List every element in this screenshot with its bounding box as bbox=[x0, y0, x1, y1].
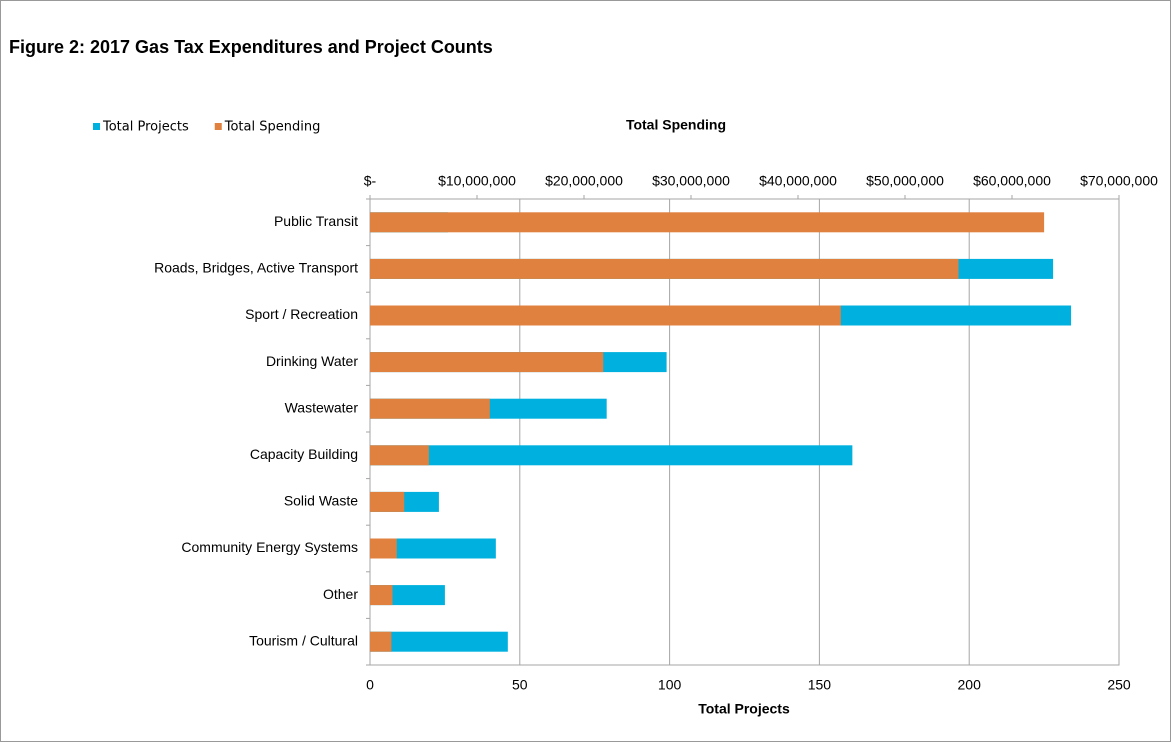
y-tick-label: Tourism / Cultural bbox=[249, 632, 358, 648]
bar bbox=[370, 445, 853, 466]
bar bbox=[370, 212, 1045, 233]
x-tick-label: 150 bbox=[808, 677, 832, 693]
x2-tick-label: $70,000,000 bbox=[1080, 173, 1158, 189]
y-tick-label: Drinking Water bbox=[266, 353, 358, 369]
y-tick-label: Wastewater bbox=[285, 399, 359, 415]
bar bbox=[370, 491, 405, 512]
x-tick-label: 100 bbox=[658, 677, 682, 693]
y-tick-label: Capacity Building bbox=[250, 446, 358, 462]
legend-label: Total Spending bbox=[224, 120, 321, 135]
chart-title: Figure 2: 2017 Gas Tax Expenditures and … bbox=[9, 37, 493, 57]
legend-swatch bbox=[93, 123, 100, 130]
y-tick-label: Solid Waste bbox=[284, 493, 358, 509]
x2-tick-label: $30,000,000 bbox=[652, 173, 730, 189]
x2-tick-label: $60,000,000 bbox=[973, 173, 1051, 189]
bar bbox=[370, 305, 841, 326]
x2-tick-label: $- bbox=[364, 173, 377, 189]
x-tick-label: 50 bbox=[512, 677, 528, 693]
x-tick-label: 250 bbox=[1107, 677, 1131, 693]
x2-tick-label: $10,000,000 bbox=[438, 173, 516, 189]
x2-tick-label: $40,000,000 bbox=[759, 173, 837, 189]
y-tick-label: Community Energy Systems bbox=[181, 539, 358, 555]
legend-label: Total Projects bbox=[102, 120, 189, 135]
y-tick-label: Roads, Bridges, Active Transport bbox=[154, 260, 358, 276]
bar bbox=[370, 631, 508, 652]
x2-axis-title: Total Spending bbox=[626, 117, 726, 133]
x2-tick-label: $50,000,000 bbox=[866, 173, 944, 189]
bar bbox=[370, 352, 604, 373]
bar bbox=[370, 538, 496, 559]
bar bbox=[370, 258, 959, 279]
bar bbox=[370, 538, 397, 559]
y-tick-label: Public Transit bbox=[274, 213, 358, 229]
y-tick-label: Other bbox=[323, 586, 358, 602]
bar bbox=[370, 585, 393, 606]
legend-swatch bbox=[214, 123, 222, 130]
x-tick-label: 0 bbox=[366, 677, 374, 693]
x-axis-title: Total Projects bbox=[698, 701, 790, 717]
y-tick-label: Sport / Recreation bbox=[245, 306, 358, 322]
bar bbox=[370, 445, 429, 466]
x2-tick-label: $20,000,000 bbox=[545, 173, 623, 189]
x-tick-label: 200 bbox=[958, 677, 982, 693]
bar bbox=[370, 398, 490, 419]
bar bbox=[370, 631, 392, 652]
